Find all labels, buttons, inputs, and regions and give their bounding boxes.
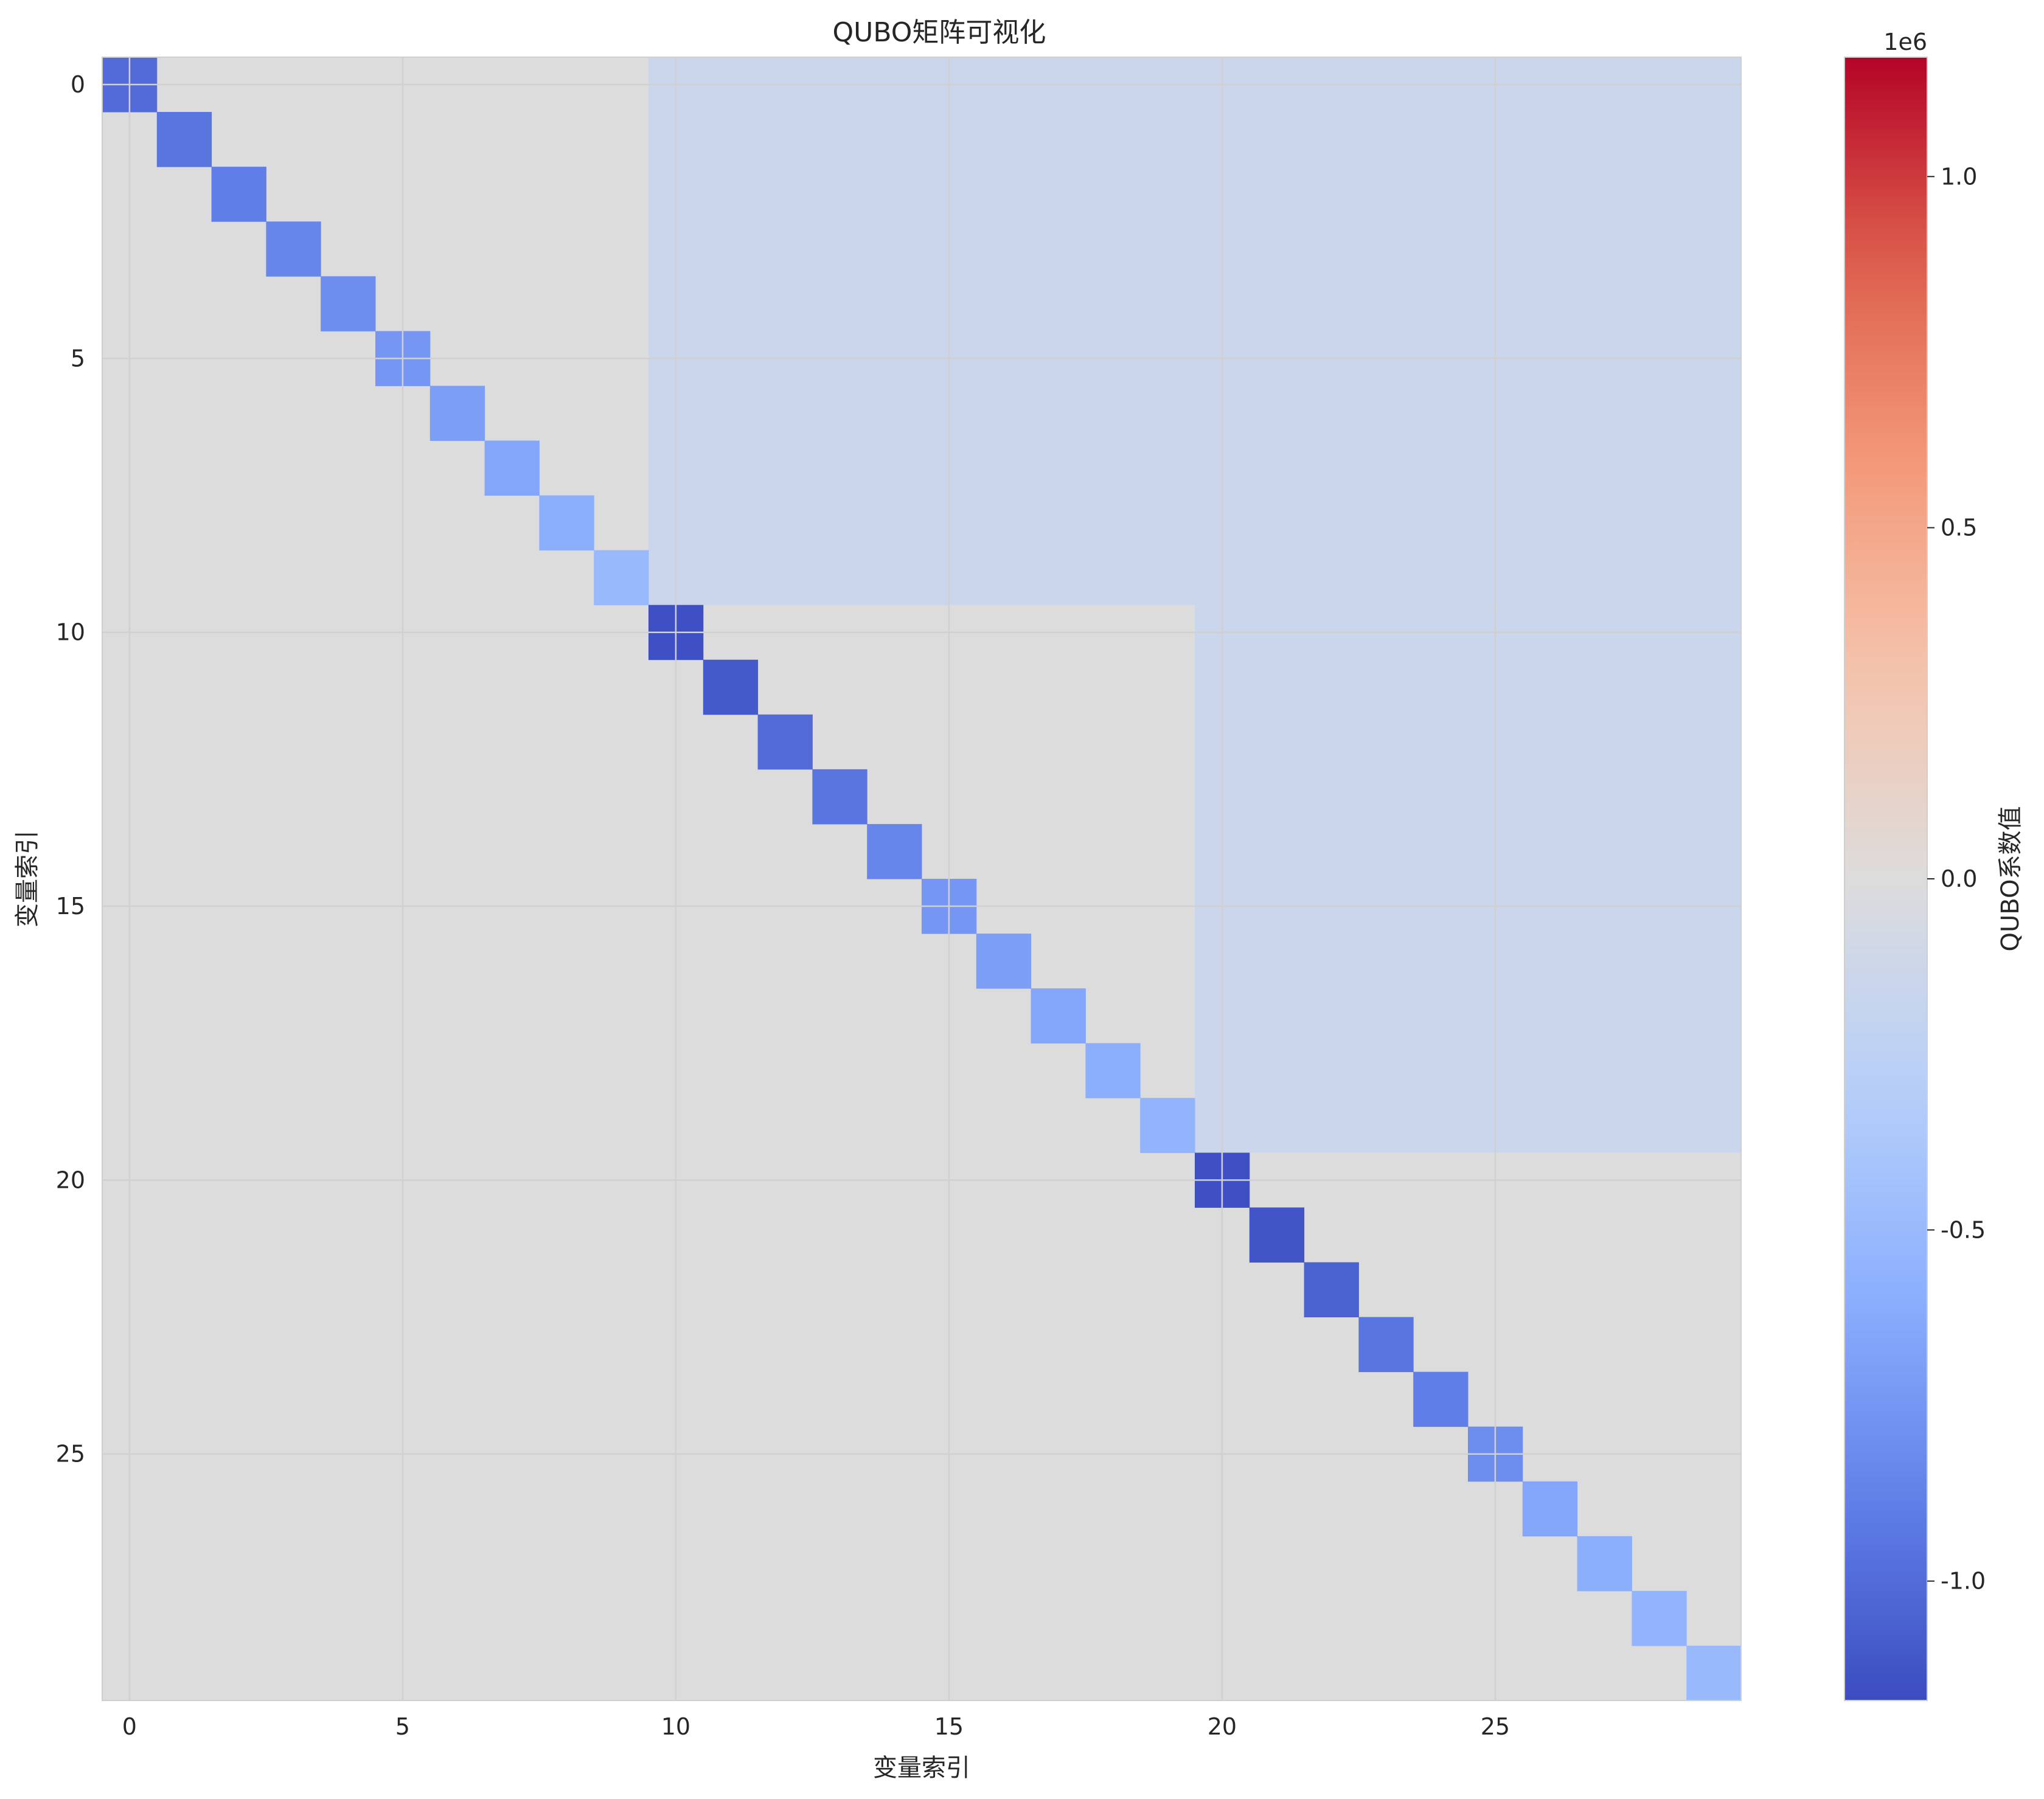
heatmap-cell xyxy=(1031,988,1086,1044)
heatmap-cell xyxy=(429,386,485,441)
gridlines xyxy=(102,57,1741,1700)
heatmap-cell xyxy=(321,276,376,331)
y-tick-label: 25 xyxy=(56,1441,85,1468)
heatmap-cell xyxy=(156,112,212,167)
heatmap-cell xyxy=(1304,1262,1359,1318)
heatmap-cell xyxy=(539,495,594,551)
x-tick-label: 10 xyxy=(661,1713,690,1740)
colorbar-ticks: 1.0 0.5 0.0 -0.5 -1.0 xyxy=(1927,163,1986,1595)
heatmap-cell xyxy=(266,221,321,277)
heatmap-cell xyxy=(484,440,540,496)
chart-title: QUBO矩阵可视化 xyxy=(833,17,1046,48)
heatmap-cell xyxy=(1140,1098,1195,1153)
heatmap-cell xyxy=(1413,1371,1469,1427)
colorbar-offset-text: 1e6 xyxy=(1883,29,1927,55)
x-tick-label: 20 xyxy=(1208,1713,1237,1740)
colorbar-tick-label: 0.0 xyxy=(1941,865,1977,892)
colorbar-label: QUBO系数值 xyxy=(1997,806,2025,952)
x-tick-label: 0 xyxy=(122,1713,137,1740)
y-tick-label: 5 xyxy=(71,345,85,372)
heatmap-cell xyxy=(976,934,1032,989)
heatmap-cell xyxy=(594,550,649,606)
y-axis-ticks: 0 5 10 15 20 25 xyxy=(56,71,85,1468)
x-axis-label: 变量索引 xyxy=(873,1754,970,1782)
plot-frame xyxy=(102,57,1742,1701)
heatmap-block-0 xyxy=(648,57,1741,605)
x-axis-ticks: 0 5 10 15 20 25 xyxy=(122,1713,1510,1740)
heatmap-cell xyxy=(1358,1317,1414,1373)
x-tick-label: 15 xyxy=(934,1713,964,1740)
colorbar xyxy=(1844,57,1928,1701)
heatmap-cell xyxy=(757,714,813,770)
colorbar-tick-label: 0.5 xyxy=(1941,515,1977,541)
heatmap-cell xyxy=(867,823,922,879)
heatmap-cell xyxy=(812,769,867,825)
heatmap-plot-area xyxy=(102,57,1742,1701)
x-tick-label: 25 xyxy=(1481,1713,1510,1740)
heatmap-cell xyxy=(1577,1536,1632,1592)
heatmap-block-1 xyxy=(1195,605,1741,1153)
x-tick-label: 5 xyxy=(395,1713,410,1740)
heatmap-cell xyxy=(1085,1043,1141,1098)
colorbar-tick-label: -1.0 xyxy=(1941,1568,1986,1595)
heatmap-cell xyxy=(1632,1590,1687,1646)
y-tick-label: 20 xyxy=(56,1166,85,1193)
y-tick-label: 10 xyxy=(56,619,85,646)
heatmap-cell xyxy=(1522,1481,1578,1537)
colorbar-tick-label: -0.5 xyxy=(1941,1216,1986,1243)
heatmap-cell xyxy=(703,659,759,715)
y-axis-label: 变量索引 xyxy=(13,830,41,927)
heatmap-cell xyxy=(211,167,266,222)
heatmap-cell xyxy=(1686,1645,1742,1701)
y-tick-label: 15 xyxy=(56,893,85,920)
colorbar-tick-label: 1.0 xyxy=(1941,163,1977,190)
y-tick-label: 0 xyxy=(71,71,85,98)
heatmap-cell xyxy=(1249,1207,1305,1263)
